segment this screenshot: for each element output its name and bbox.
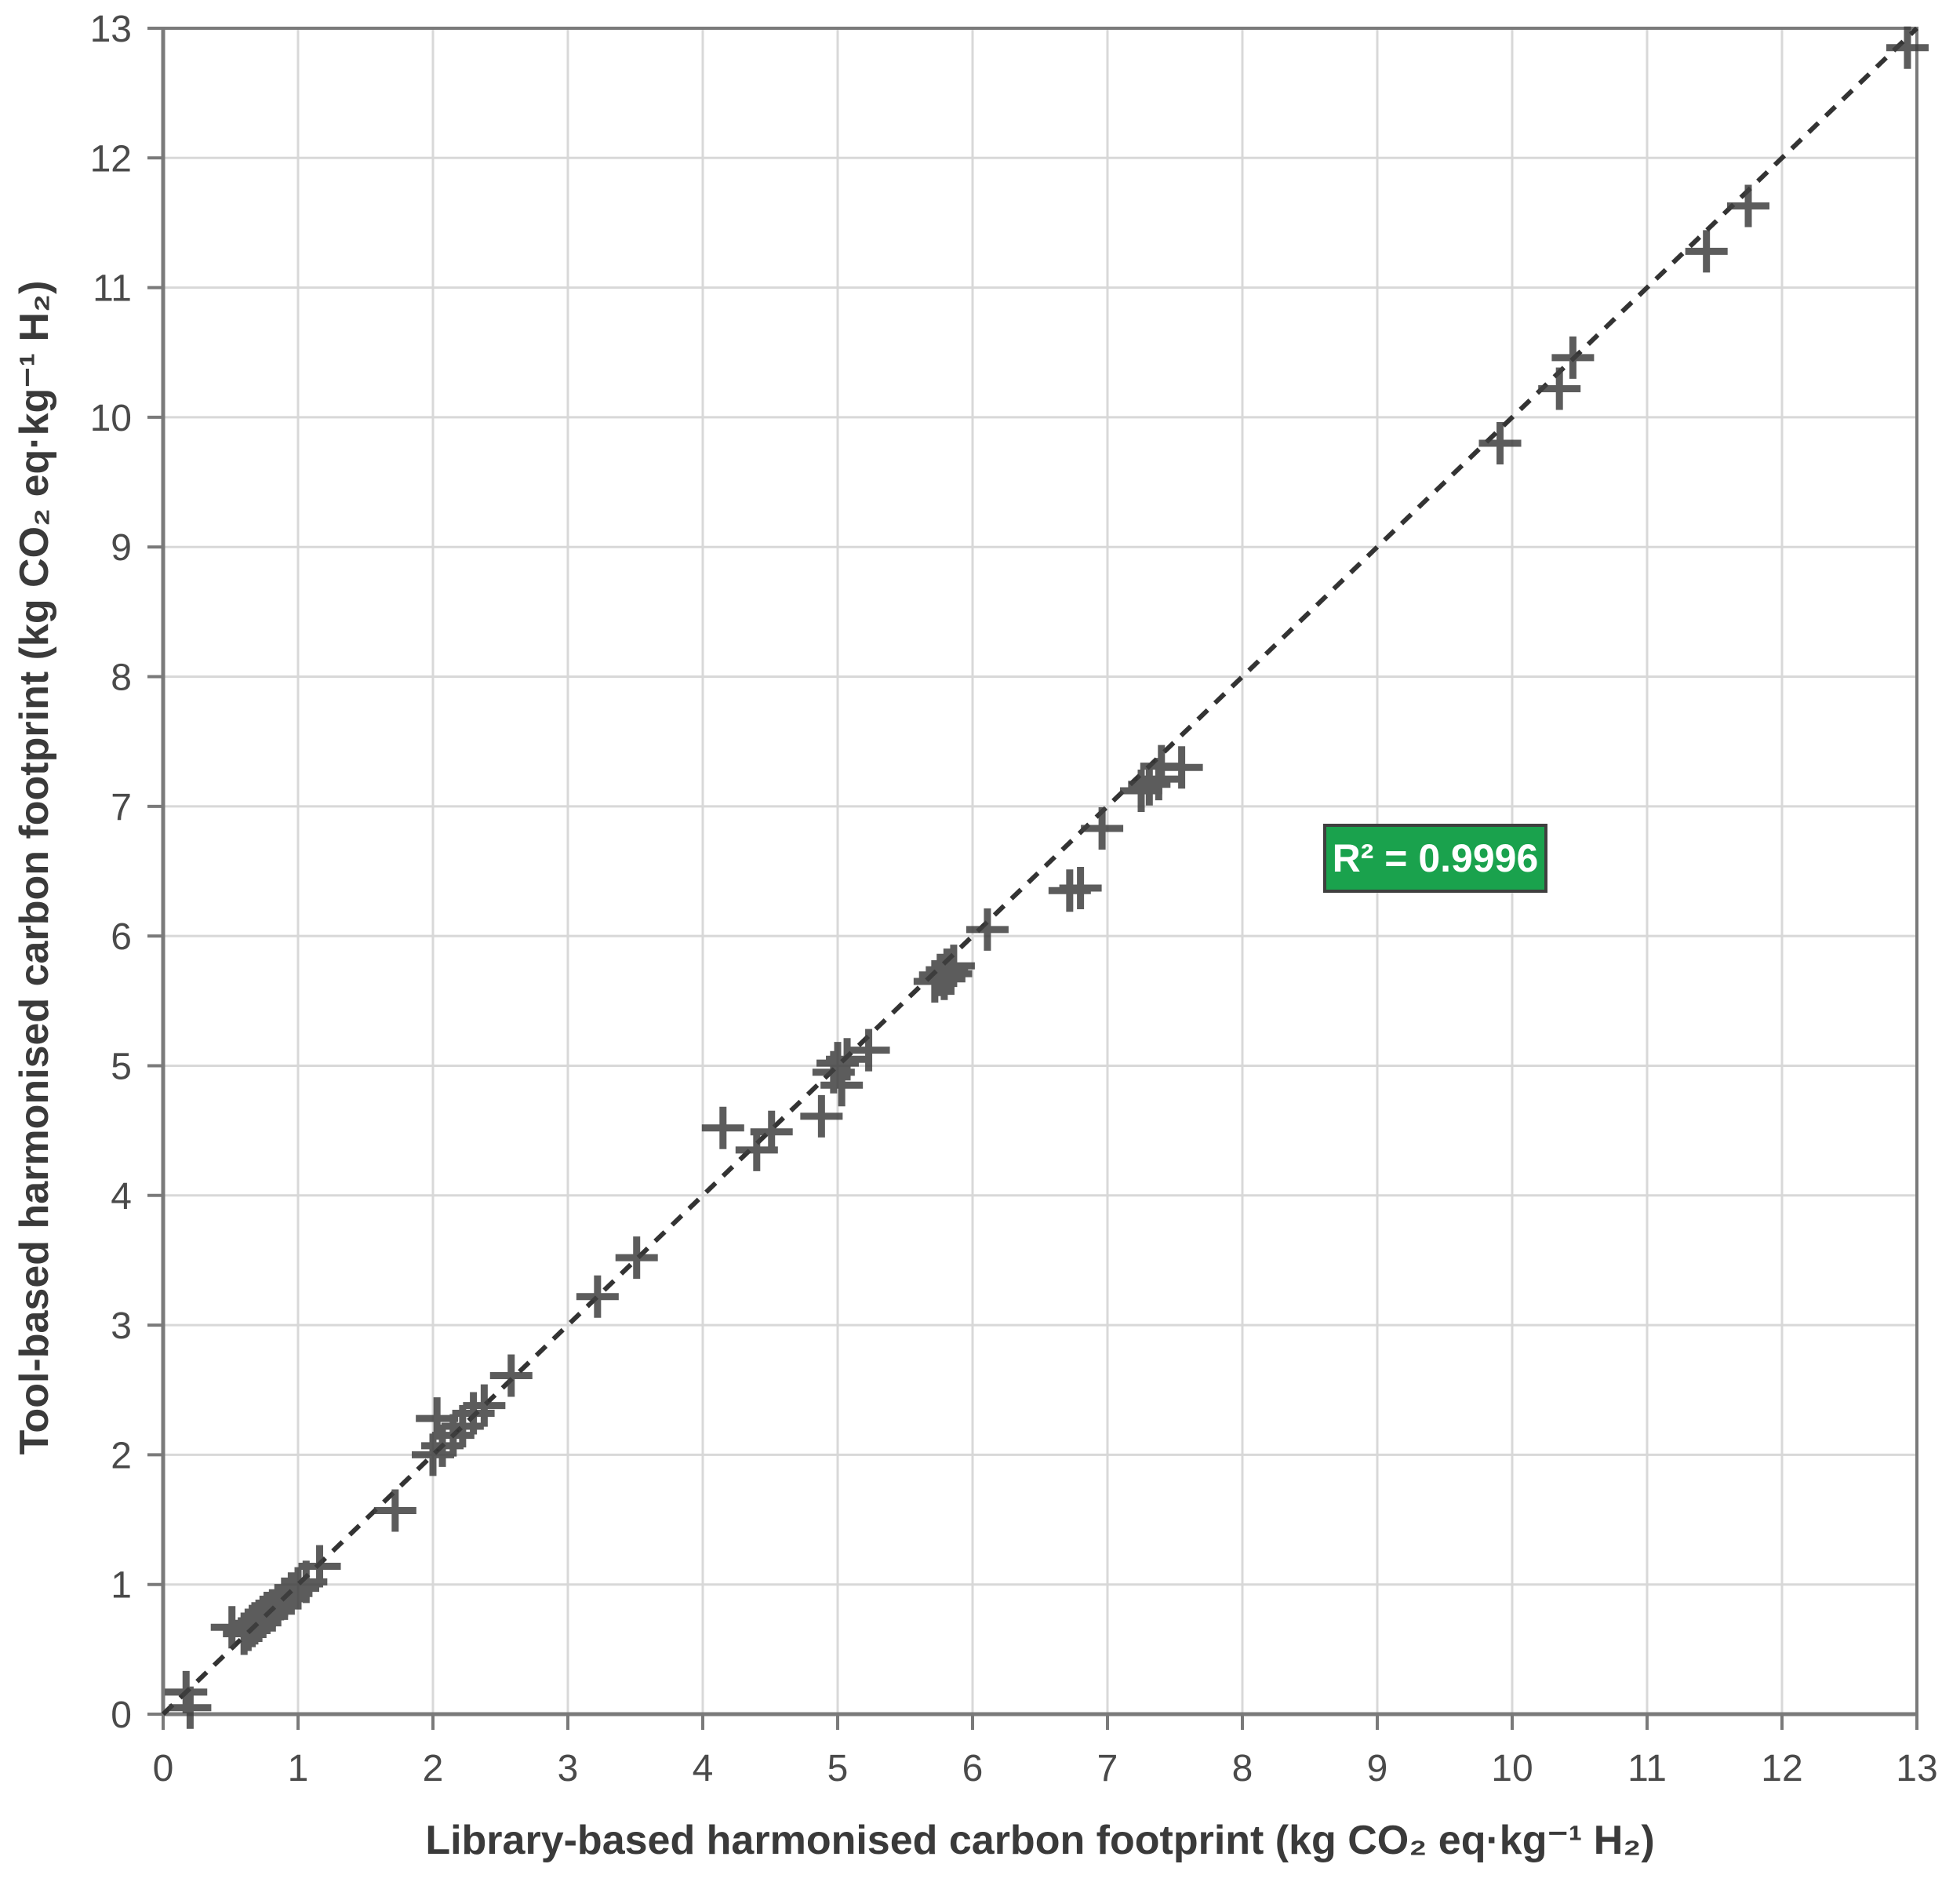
- y-tick-label: 1: [111, 1565, 132, 1607]
- identity-trendline: [161, 26, 1919, 1717]
- r-squared-annotation: R² = 0.9996: [1322, 823, 1547, 893]
- y-tick-label: 3: [111, 1305, 132, 1347]
- x-tick-label: 9: [1367, 1748, 1388, 1789]
- x-tick-label: 13: [1896, 1748, 1937, 1789]
- x-tick-label: 8: [1232, 1748, 1253, 1789]
- x-axis-title: Library-based harmonised carbon footprin…: [425, 1818, 1655, 1863]
- y-tick-label: 12: [90, 138, 132, 180]
- y-tick-label: 2: [111, 1435, 132, 1476]
- x-tick-label: 12: [1761, 1748, 1802, 1789]
- y-tick-label: 0: [111, 1695, 132, 1736]
- x-tick-label: 11: [1627, 1748, 1667, 1789]
- y-tick-label: 9: [111, 527, 132, 569]
- x-tick-label: 3: [558, 1748, 579, 1789]
- x-tick-label: 10: [1491, 1748, 1533, 1789]
- y-tick-label: 7: [111, 787, 132, 828]
- x-tick-label: 4: [693, 1748, 714, 1789]
- y-tick-label: 6: [111, 916, 132, 958]
- x-tick-label: 2: [423, 1748, 444, 1789]
- x-tick-label: 1: [288, 1748, 309, 1789]
- y-axis-title: Tool-based harmonised carbon footprint (…: [12, 280, 57, 1455]
- data-point-markers: [165, 26, 1929, 1729]
- y-tick-label: 10: [90, 398, 132, 439]
- x-tick-label: 5: [827, 1748, 849, 1789]
- x-tick-label: 6: [962, 1748, 984, 1789]
- y-tick-label: 11: [93, 268, 132, 310]
- x-tick-label: 0: [153, 1748, 174, 1789]
- x-tick-label: 7: [1097, 1748, 1118, 1789]
- y-tick-label: 8: [111, 657, 132, 699]
- y-tick-label: 4: [111, 1176, 132, 1218]
- y-tick-label: 13: [90, 9, 132, 50]
- y-tick-label: 5: [111, 1046, 132, 1087]
